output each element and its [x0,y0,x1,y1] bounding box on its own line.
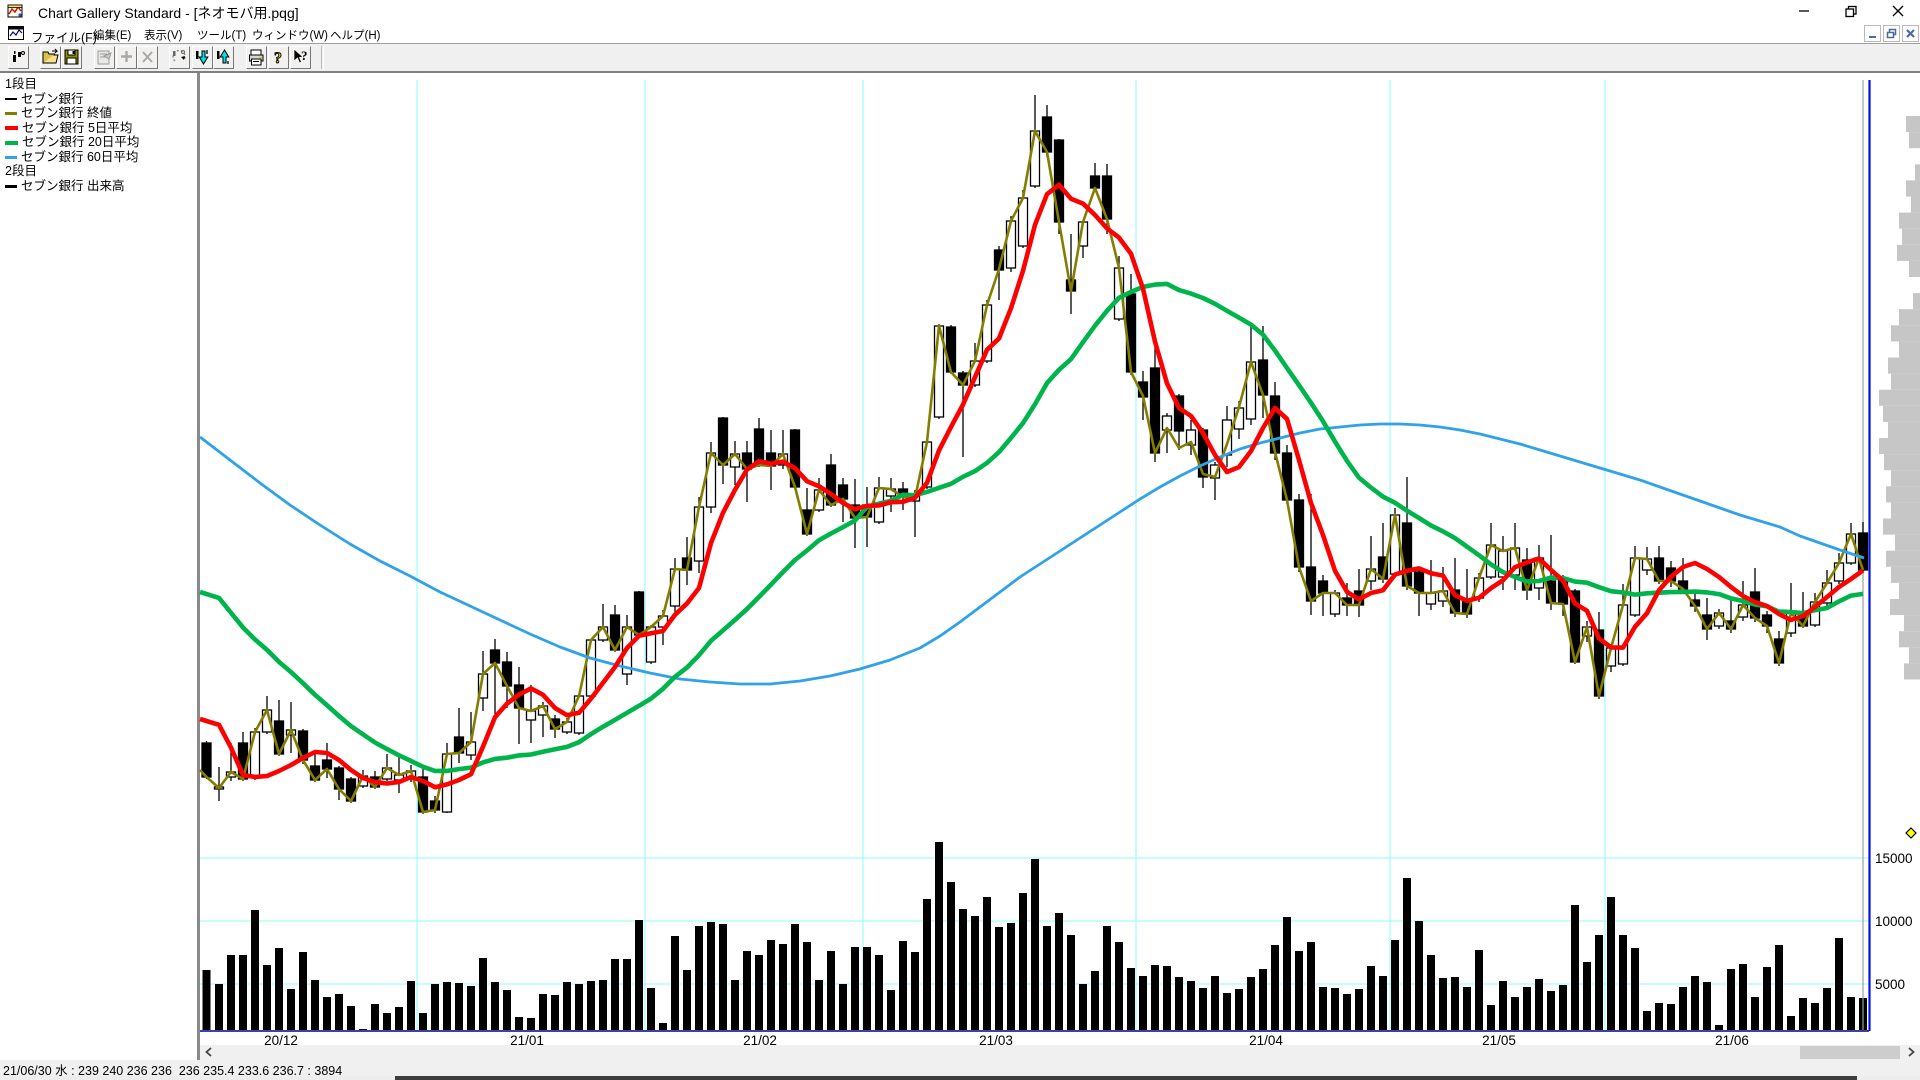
svg-text:15000: 15000 [1875,851,1913,866]
svg-text:?: ? [301,48,308,63]
svg-text:21/01: 21/01 [510,1033,544,1048]
svg-text:5000: 5000 [1875,977,1905,992]
svg-text:21/04: 21/04 [1249,1033,1283,1048]
svg-text:10000: 10000 [1875,914,1913,929]
svg-text:21/02: 21/02 [743,1033,777,1048]
svg-text:20/12: 20/12 [264,1033,298,1048]
svg-text:?: ? [274,50,282,67]
svg-text:21/03: 21/03 [979,1033,1013,1048]
svg-text:21/05: 21/05 [1482,1033,1516,1048]
svg-text:21/06: 21/06 [1715,1033,1749,1048]
